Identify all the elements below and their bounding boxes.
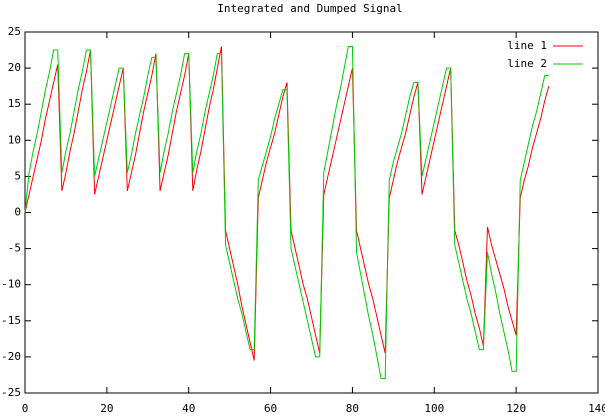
x-tick-label: 80 (346, 402, 359, 415)
y-tick-label: 10 (8, 133, 21, 146)
x-tick-label: 120 (506, 402, 526, 415)
y-tick-label: 5 (14, 169, 21, 182)
y-tick-label: 25 (8, 25, 21, 38)
y-tick-label: 15 (8, 97, 21, 110)
x-tick-label: 20 (100, 402, 113, 415)
x-tick-label: 40 (182, 402, 195, 415)
y-tick-label: 20 (8, 61, 21, 74)
y-tick-label: -15 (1, 314, 21, 327)
legend-label: line 1 (507, 39, 547, 52)
y-tick-label: -25 (1, 386, 21, 399)
y-tick-label: -20 (1, 350, 21, 363)
y-tick-label: 0 (14, 206, 21, 219)
y-tick-label: -10 (1, 278, 21, 291)
data-line (24, 46, 550, 361)
data-line (24, 45, 549, 380)
y-tick-label: -5 (8, 242, 21, 255)
x-tick-label: 100 (424, 402, 444, 415)
chart-title: Integrated and Dumped Signal (217, 2, 402, 15)
legend-label: line 2 (507, 57, 547, 70)
x-tick-label: 140 (588, 402, 605, 415)
x-tick-label: 60 (264, 402, 277, 415)
x-tick-label: 0 (22, 402, 29, 415)
